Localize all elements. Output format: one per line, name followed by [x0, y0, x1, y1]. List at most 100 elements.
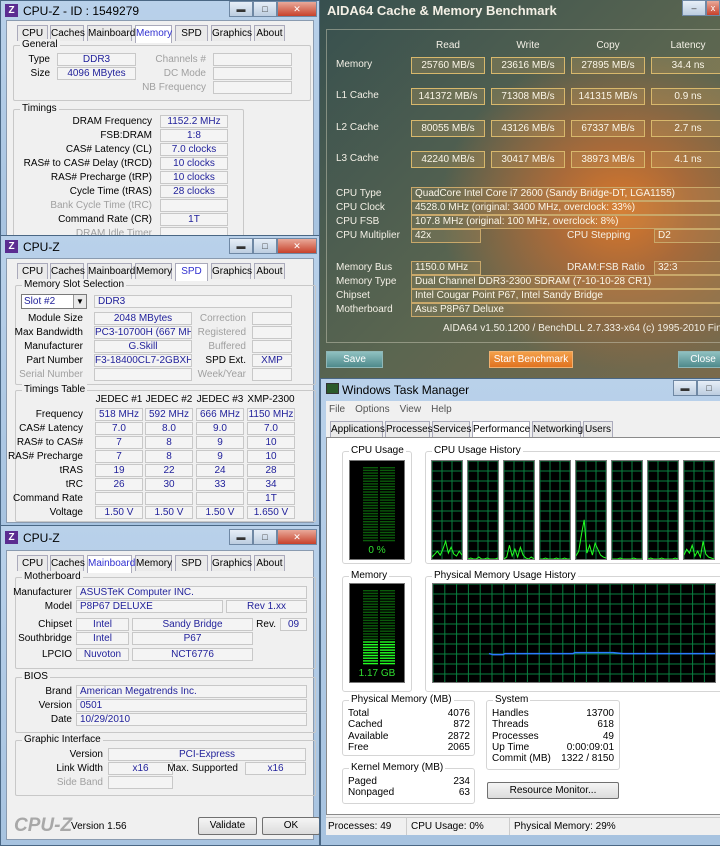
benchmark-value: 30417 MB/s [491, 150, 565, 168]
start-benchmark-button[interactable]: Start Benchmark [489, 351, 573, 368]
timing-value: 28 clocks [160, 185, 228, 198]
tab-caches[interactable]: Caches [50, 263, 85, 279]
meter-segment [363, 611, 378, 613]
column-header: JEDEC #1 [95, 394, 143, 405]
cpu-usage-value: 0 % [368, 545, 386, 556]
channels-field [213, 53, 292, 66]
close-icon[interactable]: x [706, 0, 720, 16]
tab-graphics[interactable]: Graphics [211, 555, 252, 571]
meter-segment [363, 499, 378, 501]
menu-help[interactable]: Help [431, 404, 452, 415]
cpu-core-svg [431, 460, 463, 559]
tab-networking[interactable]: Networking [532, 421, 583, 437]
maximize-icon[interactable]: □ [253, 1, 277, 17]
close-button[interactable]: Close [678, 351, 720, 368]
tab-graphics[interactable]: Graphics [211, 25, 252, 41]
cpu-history-line [540, 557, 570, 560]
group-label: BIOS [22, 671, 50, 682]
cpu-mult-label: CPU Multiplier [336, 230, 400, 241]
meter-segment [380, 510, 395, 512]
tab-memory[interactable]: Memory [135, 25, 172, 43]
tab-performance[interactable]: Performance [472, 421, 530, 439]
minimize-button[interactable]: – [682, 0, 706, 16]
tab-spd[interactable]: SPD [175, 25, 208, 41]
spd-value: G.Skill [94, 340, 192, 353]
spd-value [252, 312, 292, 325]
model-field: P8P67 DELUXE [76, 600, 223, 613]
meter-segment [380, 502, 395, 504]
menu-file[interactable]: File [329, 404, 346, 415]
chevron-down-icon[interactable]: ▼ [73, 295, 86, 308]
performance-panel: CPU Usage 0 % CPU Usage History Memory 1… [326, 437, 720, 815]
tab-mainboard[interactable]: Mainboard [87, 555, 135, 573]
column-header: JEDEC #3 [196, 394, 244, 405]
spd-value: F3-18400CL7-2GBXHD [94, 354, 192, 367]
close-icon[interactable]: ✕ [277, 1, 317, 17]
dram-fsb-field: 32:3 [654, 261, 720, 275]
validate-button[interactable]: Validate [198, 817, 257, 835]
nb-frequency-field [213, 81, 292, 94]
minimize-icon[interactable]: ▬ [229, 529, 253, 545]
timing-cell: 24 [196, 464, 244, 477]
system-group: System [486, 694, 620, 770]
meter-segment [380, 630, 395, 632]
maximize-icon[interactable]: □ [697, 380, 720, 396]
tab-processes[interactable]: Processes [385, 421, 433, 437]
max-supported-label: Max. Supported [167, 763, 238, 774]
meter-segment [363, 630, 378, 632]
tab-cpu[interactable]: CPU [17, 555, 48, 571]
meter-segment [380, 475, 395, 477]
chipset-name-field: Sandy Bridge [132, 618, 253, 631]
meter-segment [380, 654, 395, 657]
meter-segment [363, 638, 378, 640]
timing-cell: 28 [247, 464, 295, 477]
minimize-icon[interactable]: ▬ [229, 1, 253, 17]
benchmark-value: 43126 MB/s [491, 119, 565, 137]
close-icon[interactable]: ✕ [277, 529, 317, 545]
tab-spd[interactable]: SPD [175, 263, 208, 281]
spd-value [252, 340, 292, 353]
save-button[interactable]: Save [326, 351, 383, 368]
cpu-history-line [612, 557, 642, 560]
spd-label: Buffered [208, 341, 246, 352]
menu-view[interactable]: View [399, 404, 422, 415]
maximize-icon[interactable]: □ [253, 238, 277, 254]
resource-monitor-button[interactable]: Resource Monitor... [487, 782, 619, 799]
content-panel: CPU Caches Mainboard Memory SPD Graphics About… [6, 550, 319, 840]
meter-segment [363, 646, 378, 649]
tab-applications[interactable]: Applications [330, 421, 385, 437]
lpcio-vendor-field: Nuvoton [76, 648, 129, 661]
timing-cell: 7 [95, 450, 143, 463]
tab-spd[interactable]: SPD [175, 555, 208, 571]
tab-graphics[interactable]: Graphics [211, 263, 252, 279]
cpu-fsb-label: CPU FSB [336, 216, 380, 227]
tab-caches[interactable]: Caches [50, 25, 85, 41]
stat-label: Threads [492, 719, 529, 731]
tab-about[interactable]: About [254, 263, 285, 279]
tab-cpu[interactable]: CPU [17, 263, 48, 279]
tab-mainboard[interactable]: Mainboard [87, 263, 135, 279]
minimize-icon[interactable]: ▬ [673, 380, 697, 396]
close-icon[interactable]: ✕ [277, 238, 317, 254]
tab-users[interactable]: Users [583, 421, 613, 437]
tab-mainboard[interactable]: Mainboard [87, 25, 135, 41]
tab-services[interactable]: Services [432, 421, 471, 437]
spd-label: Part Number [26, 355, 83, 366]
maximize-icon[interactable]: □ [253, 529, 277, 545]
southbridge-label: Southbridge [18, 633, 72, 644]
benchmark-value: 0.9 ns [651, 88, 720, 106]
tab-about[interactable]: About [254, 555, 285, 571]
slot-select[interactable]: Slot #2 ▼ [21, 294, 87, 309]
meter-segment [363, 496, 378, 499]
version-text: Version 1.56 [71, 821, 127, 832]
meter-segment [363, 491, 378, 493]
minimize-icon[interactable]: ▬ [229, 238, 253, 254]
menu-options[interactable]: Options [355, 404, 390, 415]
tab-memory[interactable]: Memory [135, 555, 172, 571]
stat-value: 2872 [447, 730, 470, 742]
tab-about[interactable]: About [254, 25, 285, 41]
tab-cpu[interactable]: CPU [17, 25, 48, 41]
tab-caches[interactable]: Caches [50, 555, 85, 571]
ok-button[interactable]: OK [262, 817, 319, 835]
tab-memory[interactable]: Memory [135, 263, 172, 279]
